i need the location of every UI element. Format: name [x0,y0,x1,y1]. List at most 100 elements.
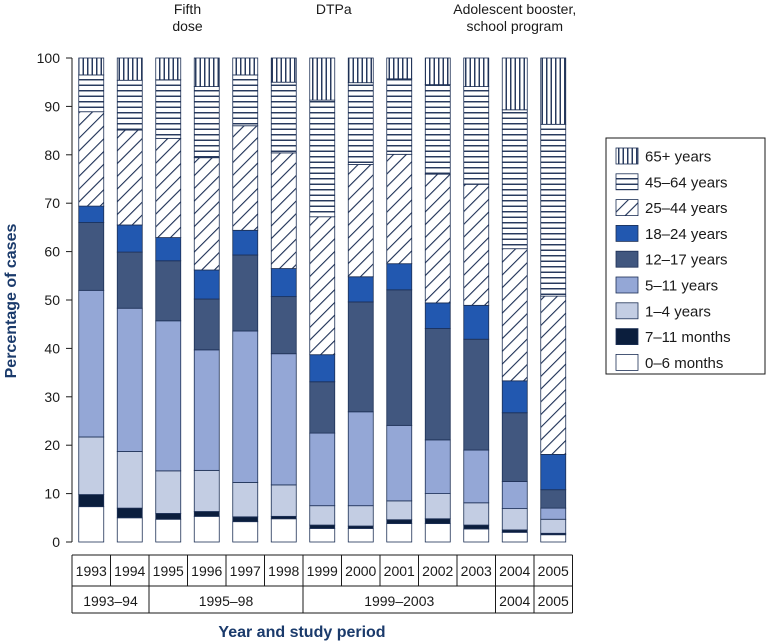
bar-stack-1995 [155,57,182,543]
bar-segment-1–4 years [193,469,220,512]
bar-segment-65+ years [193,57,220,87]
bar-segment-45–64 years [347,82,374,165]
bar-stack-1996 [193,57,220,543]
x-tick-label: 2005 [538,563,569,579]
bar-segment-65+ years [232,57,259,76]
bar-segment-5–11 years [501,481,528,510]
bar-segment-25–44 years [386,153,413,265]
bar-segment-7–11 months [116,507,143,519]
x-tick-label: 1999 [307,563,338,579]
bar-segment-7–11 months [424,518,451,525]
bar-segment-1–4 years [347,505,374,527]
bar-segment-18–24 years [78,205,105,223]
bar-segment-25–44 years [193,157,220,271]
bar-segment-12–17 years [386,289,413,426]
bar-segment-45–64 years [78,74,105,113]
bar-segment-18–24 years [193,269,220,300]
bar-stack-1998 [270,57,297,543]
bar-segment-65+ years [540,57,567,125]
y-tick-label: 20 [44,437,60,453]
bar-segment-5–11 years [347,411,374,507]
bar-stack-2005 [540,57,567,543]
bar-segment-12–17 years [155,260,182,322]
bar-segment-65+ years [309,57,336,101]
bar-segment-65+ years [424,57,451,86]
bar-segment-0–6 months [232,521,259,543]
x-tick-label: 1993 [76,563,107,579]
y-tick-label: 100 [37,50,61,66]
bar-segment-25–44 years [78,111,105,207]
bar-segment-0–6 months [463,528,490,543]
bar-segment-65+ years [386,57,413,80]
x-tick-label: 1998 [268,563,299,579]
chart-annotations: Fifth dose DTPa Adolescent booster, school p… [172,1,576,34]
legend-swatch [615,173,639,191]
bar-segment-0–6 months [155,518,182,543]
bar-segment-5–11 years [540,507,567,520]
period-label: 1999–2003 [364,593,434,609]
bar-segment-18–24 years [386,263,413,291]
x-tick-label: 1994 [114,563,145,579]
bar-segment-5–11 years [78,289,105,438]
bar-segment-0–6 months [193,515,220,543]
bar-segment-5–11 years [309,432,336,507]
bar-segment-0–6 months [309,528,336,543]
y-tick-label: 70 [44,195,60,211]
y-tick-label: 60 [44,244,60,260]
bar-stack-2000 [347,57,374,543]
bar-segment-12–17 years [232,254,259,332]
x-tick-label: 2002 [422,563,453,579]
legend-swatch [615,353,639,371]
bar-segment-12–17 years [270,296,297,355]
period-label: 2005 [538,593,569,609]
legend-swatch [615,276,639,294]
bar-segment-0–6 months [540,534,567,543]
legend-label: 25–44 years [645,200,728,217]
legend-label: 12–17 years [645,252,728,269]
bar-segment-5–11 years [463,449,490,504]
annotation: Adolescent booster, school program [453,1,576,34]
bar-segment-12–17 years [424,328,451,441]
period-label: 2004 [499,593,530,609]
annotation: DTPa [316,1,352,17]
legend-swatch [615,328,639,346]
bar-stack-2003 [463,57,490,543]
bar-segment-65+ years [501,57,528,111]
bar-segment-25–44 years [309,216,336,356]
bar-segment-18–24 years [424,302,451,329]
legend-swatch [615,199,639,217]
bar-segment-12–17 years [193,298,220,351]
bar-segment-5–11 years [270,353,297,486]
bar-segment-45–64 years [116,79,143,131]
x-tick-label: 1995 [153,563,184,579]
bar-segment-45–64 years [270,81,297,154]
bar-segment-12–17 years [116,251,143,309]
x-tick-label: 2003 [461,563,492,579]
x-tick-label: 2000 [345,563,376,579]
bar-segment-25–44 years [116,129,143,226]
bar-segment-18–24 years [540,453,567,491]
y-tick-label: 30 [44,389,60,405]
legend-swatch [615,250,639,268]
bar-segment-1–4 years [386,500,413,521]
bar-segment-18–24 years [270,268,297,298]
bar-segment-18–24 years [232,229,259,256]
bar-segment-7–11 months [78,494,105,508]
bar-segment-25–44 years [501,248,528,382]
x-tick-label: 2004 [499,563,530,579]
legend-label: 1–4 years [645,303,711,320]
y-tick-label: 0 [52,534,60,550]
bar-segment-18–24 years [501,380,528,414]
bar-segment-25–44 years [270,152,297,269]
bar-segment-18–24 years [309,354,336,383]
x-axis-table: 1993 1994 1995 1996 1997 1998 1999 2000 2001 2002… [71,554,573,614]
y-axis: 0 10 20 30 40 50 60 70 80 90 100 [37,50,73,550]
bar-segment-7–11 months [193,511,220,517]
bar-segment-25–44 years [155,137,182,238]
bar-stack-1994 [116,57,143,543]
period-label: 1993–94 [83,593,138,609]
bar-stack-2001 [386,57,413,543]
bar-segment-5–11 years [424,439,451,495]
bar-segment-45–64 years [386,78,413,155]
bar-segment-1–4 years [501,508,528,531]
